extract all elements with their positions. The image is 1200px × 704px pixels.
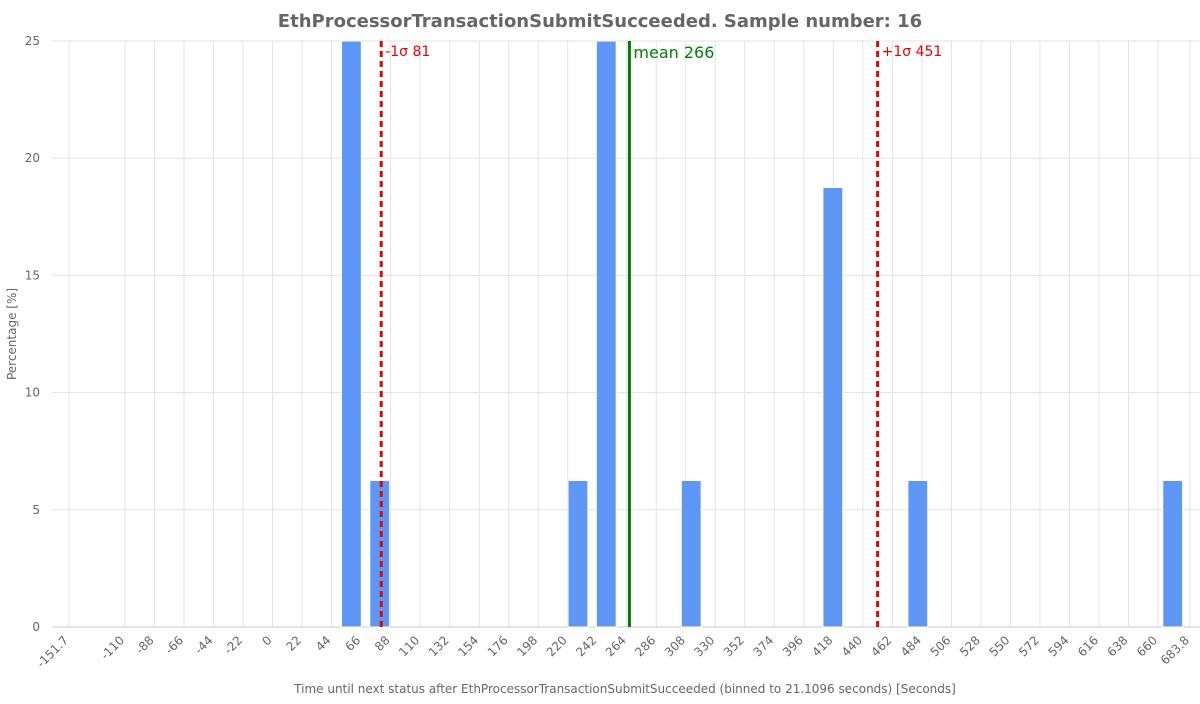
x-tick-label: 44 <box>313 633 334 654</box>
x-tick-label: 242 <box>573 633 599 659</box>
reference-label: mean 266 <box>633 43 714 62</box>
x-tick-label: 22 <box>283 633 304 654</box>
x-tick-label: 176 <box>485 633 511 659</box>
x-tick-label: 154 <box>455 633 481 659</box>
bar <box>680 480 702 628</box>
x-tick-label: -88 <box>133 633 157 657</box>
x-tick-label: 330 <box>691 633 717 659</box>
reference-label: +1σ 451 <box>882 44 943 60</box>
x-tick-label: 110 <box>396 633 422 659</box>
bar <box>340 40 362 628</box>
x-tick-label: 594 <box>1045 633 1071 659</box>
x-tick-label: 484 <box>898 633 924 659</box>
x-tick-label: 528 <box>957 633 983 659</box>
x-tick-label: 352 <box>721 633 747 659</box>
x-tick-label: 616 <box>1075 633 1101 659</box>
x-tick-label: -110 <box>98 633 127 662</box>
y-tick-label: 0 <box>32 620 40 634</box>
x-tick-label: -44 <box>192 633 216 657</box>
x-tick-label: 440 <box>839 633 865 659</box>
x-tick-label: 462 <box>868 633 894 659</box>
bar <box>595 40 617 628</box>
x-tick-label: 418 <box>809 633 835 659</box>
x-tick-label: 550 <box>986 633 1012 659</box>
x-tick-label: 88 <box>372 633 393 654</box>
x-tick-label: 132 <box>426 633 452 659</box>
x-tick-label: 220 <box>544 633 570 659</box>
x-tick-label: -151.7 <box>34 633 71 670</box>
x-tick-label: 286 <box>632 633 658 659</box>
x-tick-label: 638 <box>1105 633 1131 659</box>
x-tick-label: 660 <box>1134 633 1160 659</box>
bar <box>907 480 929 628</box>
x-tick-label: 66 <box>343 633 364 654</box>
x-tick-label: 683.8 <box>1158 633 1192 667</box>
x-axis-label: Time until next status after EthProcesso… <box>293 682 956 696</box>
x-tick-label: 374 <box>750 633 776 659</box>
x-tick-label: 0 <box>259 633 274 648</box>
y-tick-label: 5 <box>32 503 40 517</box>
x-tick-label: 198 <box>514 633 540 659</box>
bar <box>369 480 391 628</box>
x-tick-label: 506 <box>927 633 953 659</box>
y-tick-label: 25 <box>25 34 40 48</box>
y-axis-label: Percentage [%] <box>5 288 19 380</box>
reference-label: -1σ 81 <box>385 44 430 60</box>
bar <box>567 480 589 628</box>
y-tick-label: 20 <box>25 151 40 165</box>
x-tick-label: 264 <box>603 633 629 659</box>
chart-title: EthProcessorTransactionSubmitSucceeded. … <box>278 11 922 32</box>
y-tick-label: 10 <box>25 386 40 400</box>
x-tick-label: 396 <box>780 633 806 659</box>
bar <box>1162 480 1184 628</box>
x-tick-label: 572 <box>1016 633 1042 659</box>
y-tick-label: 15 <box>25 268 40 282</box>
bar <box>822 187 844 628</box>
x-tick-label: 308 <box>662 633 688 659</box>
x-tick-label: -66 <box>162 633 186 657</box>
x-tick-label: -22 <box>221 633 245 657</box>
